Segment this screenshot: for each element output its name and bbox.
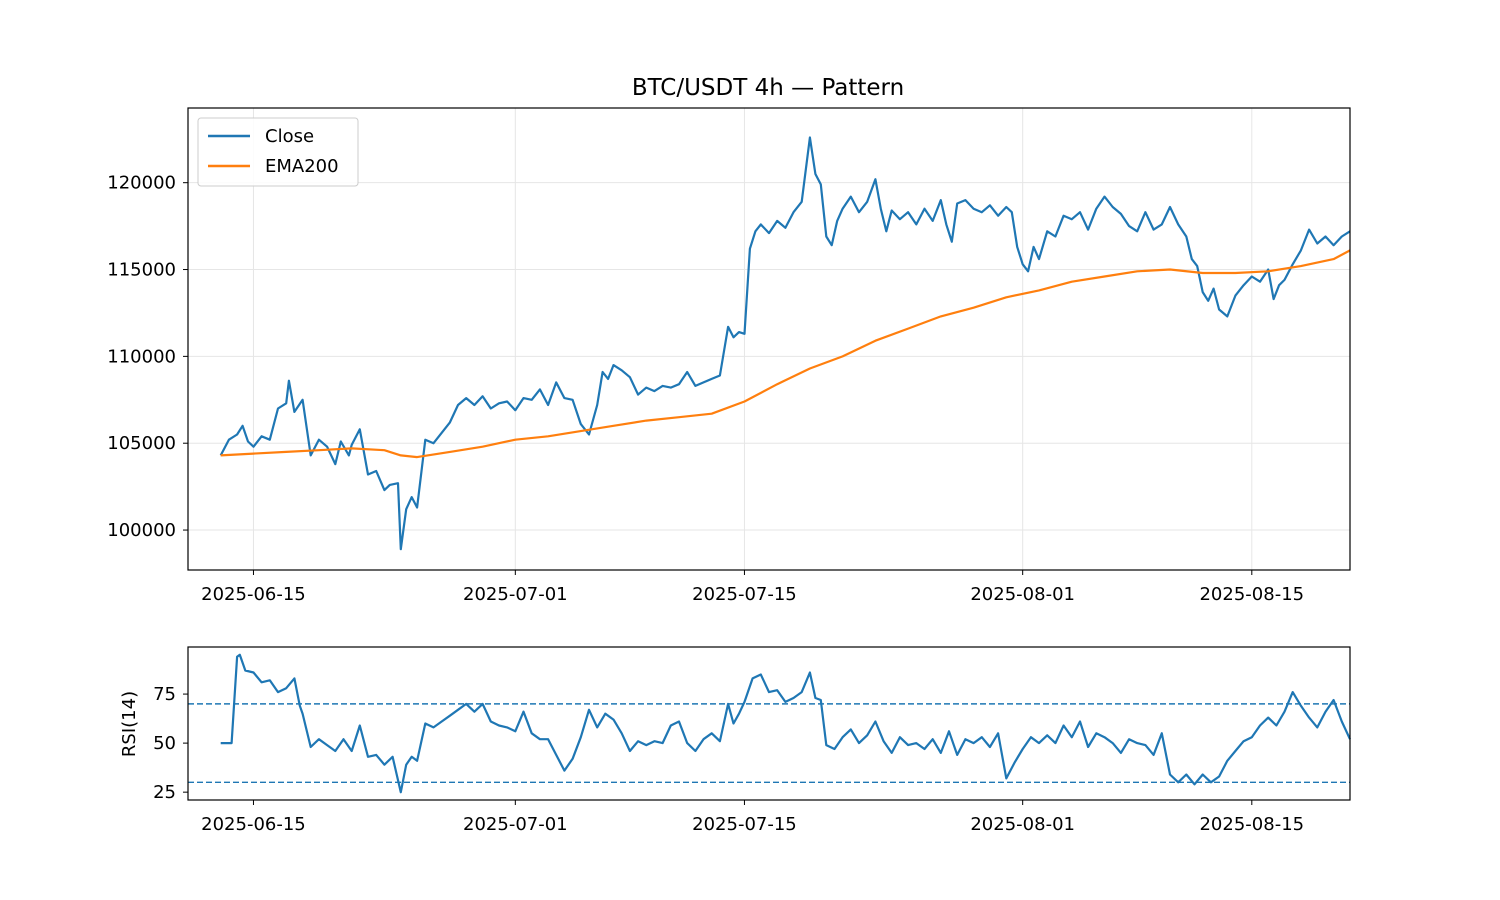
rsi-axes-frame	[187, 646, 1351, 801]
series-line-close	[219, 136, 1351, 551]
rsi-x-tick-label: 2025-07-01	[463, 814, 568, 835]
rsi-x-tick-label: 2025-06-15	[201, 814, 306, 835]
rsi-x-tick-label: 2025-08-01	[970, 814, 1075, 835]
series-line-ema200	[220, 249, 1351, 459]
rsi-x-tick-label: 2025-07-15	[692, 814, 797, 835]
rsi-y-tick-label: 50	[153, 733, 176, 754]
price-x-tick-label: 2025-07-01	[463, 584, 568, 605]
price-x-tick-label: 2025-07-15	[692, 584, 797, 605]
price-x-tick-label: 2025-08-15	[1199, 584, 1304, 605]
series-line-rsi-14	[220, 653, 1351, 794]
price-axes-frame	[187, 107, 1351, 571]
price-y-tick-label: 110000	[107, 346, 176, 367]
rsi-y-axis-label: RSI(14)	[119, 691, 140, 757]
legend: Close EMA200	[197, 117, 359, 187]
price-y-tick-label: 120000	[107, 173, 176, 194]
rsi-y-tick-label: 25	[153, 782, 176, 803]
legend-label-close: Close	[265, 126, 314, 147]
price-y-tick-label: 115000	[107, 260, 176, 281]
rsi-panel: 2025-06-15 2025-07-01 2025-07-15 2025-08-01…	[153, 646, 1351, 835]
price-panel: 2025-06-15 2025-07-01 2025-07-15 2025-08-01…	[107, 107, 1351, 605]
legend-label-ema200: EMA200	[265, 156, 339, 177]
price-y-tick-label: 100000	[107, 520, 176, 541]
price-y-tick-label: 105000	[107, 433, 176, 454]
main-chart-title: BTC/USDT 4h — Pattern	[632, 75, 904, 101]
price-x-tick-label: 2025-08-01	[970, 584, 1075, 605]
price-x-tick-label: 2025-06-15	[201, 584, 306, 605]
rsi-x-tick-label: 2025-08-15	[1199, 814, 1304, 835]
rsi-y-tick-label: 75	[153, 684, 176, 705]
